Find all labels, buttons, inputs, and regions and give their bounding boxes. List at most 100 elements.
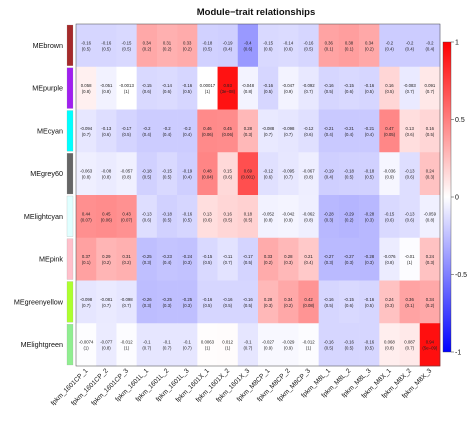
heatmap-cell: -0.23(0.4): [156, 237, 178, 281]
cell-pvalue: (0.8): [425, 217, 434, 222]
heatmap-cell: 0.13(0.6): [197, 195, 218, 239]
cell-fill: [419, 323, 441, 367]
colorbar-tick-label: 0: [455, 195, 459, 202]
cell-fill: [116, 195, 137, 239]
heatmap-cell: -0.067(0.8): [298, 152, 319, 196]
cell-pvalue: (0.5): [365, 89, 374, 94]
cell-fill: [338, 195, 360, 239]
cell-correlation: -0.081: [100, 297, 113, 302]
cell-correlation: -0.036: [383, 169, 396, 174]
cell-pvalue: (0.6): [142, 217, 151, 222]
cell-correlation: -0.16: [182, 83, 192, 88]
cell-correlation: -0.16: [182, 211, 192, 216]
heatmap-cell: -0.18(0.5): [338, 152, 360, 196]
cell-correlation: -0.18: [344, 169, 354, 174]
cell-fill: [76, 323, 97, 367]
cell-fill: [237, 195, 259, 239]
cell-fill: [379, 280, 400, 324]
cell-fill: [359, 24, 380, 68]
cell-fill: [399, 323, 421, 367]
cell-correlation: -0.048: [242, 83, 255, 88]
module-color-swatch: [66, 67, 74, 109]
module-color-swatch: [66, 238, 74, 280]
cell-fill: [156, 24, 178, 68]
cell-correlation: 0.28: [264, 297, 273, 302]
cell-fill: [338, 66, 360, 110]
cell-correlation: 0.34: [284, 297, 293, 302]
heatmap-cell: -0.059(0.8): [419, 195, 441, 239]
cell-pvalue: (0.5): [264, 89, 273, 94]
cell-pvalue: (0.4): [142, 132, 151, 137]
heatmap-cell: 0.47(0.05): [379, 109, 400, 153]
row-label: MEbrown: [33, 41, 63, 50]
cell-correlation: 0.16: [385, 83, 394, 88]
heatmap-cell: -0.16(0.5): [318, 323, 340, 367]
cell-correlation: -0.047: [282, 83, 295, 88]
cell-pvalue: (0.9): [264, 346, 273, 351]
cell-pvalue: (0.4): [183, 132, 192, 137]
cell-pvalue: (0.5): [163, 175, 172, 180]
heatmap-cell: 0.15(0.6): [217, 152, 239, 196]
cell-fill: [419, 109, 441, 153]
heatmap-cell: -0.16(0.5): [318, 280, 340, 324]
cell-fill: [156, 152, 178, 196]
color-scale-ticks: -1 -0.5 0 0.5 1: [451, 40, 467, 357]
heatmap-cell: 0.33(0.2): [177, 24, 198, 68]
heatmap-cell: -0.083(0.7): [399, 66, 421, 110]
cell-fill: [76, 109, 97, 153]
heatmap-cell: -0.057(0.8): [116, 152, 137, 196]
module-color-swatch: [66, 281, 74, 323]
cell-correlation: -0.23: [162, 254, 172, 259]
cell-pvalue: (0.7): [405, 89, 414, 94]
cell-correlation: -0.27: [344, 254, 354, 259]
cell-pvalue: (0.4): [324, 175, 333, 180]
colorbar-tick-label: -0.5: [455, 272, 467, 279]
cell-correlation: -0.18: [162, 211, 172, 216]
cell-pvalue: (0.9): [284, 346, 293, 351]
heatmap-cell: 0.31(0.2): [116, 237, 137, 281]
cell-fill: [359, 323, 380, 367]
cell-pvalue: (0.06): [202, 132, 214, 137]
cell-fill: [116, 66, 137, 110]
heatmap-cell: 0.42(0.08): [298, 280, 319, 324]
color-scale-bar: [442, 41, 452, 353]
heatmap-cell: 0.058(0.8): [76, 66, 97, 110]
cell-pvalue: (0.8): [82, 175, 91, 180]
cell-fill: [258, 109, 279, 153]
heatmap-cell: -0.098(0.7): [278, 109, 299, 153]
cell-correlation: 0.46: [203, 126, 212, 131]
cell-pvalue: (0.2): [122, 260, 131, 265]
cell-pvalue: (0.5): [243, 260, 252, 265]
heatmap-cell: 0.69(0.001): [237, 152, 259, 196]
cell-correlation: -0.13: [101, 126, 111, 131]
cell-pvalue: (0.6): [405, 132, 414, 137]
cell-correlation: -0.067: [302, 169, 315, 174]
cell-pvalue: (0.4): [223, 46, 232, 51]
cell-correlation: -0.25: [182, 297, 192, 302]
cell-fill: [318, 237, 340, 281]
cell-fill: [156, 323, 178, 367]
cell-fill: [217, 323, 239, 367]
heatmap-cell: -0.16(0.5): [217, 280, 239, 324]
cell-pvalue: (0.5): [183, 217, 192, 222]
cell-fill: [338, 24, 360, 68]
cell-pvalue: (0.5): [82, 46, 91, 51]
cell-pvalue: (0.07): [80, 217, 92, 222]
cell-correlation: -0.15: [122, 40, 132, 45]
heatmap-cell: -0.16(0.5): [177, 195, 198, 239]
heatmap-cell: -0.21(0.4): [338, 109, 360, 153]
heatmap-cell: 0.012(1): [217, 323, 239, 367]
cell-fill: [258, 66, 279, 110]
cell-fill: [76, 66, 97, 110]
heatmap-cell: -0.047(0.9): [278, 66, 299, 110]
heatmap-cell: -0.29(0.2): [338, 195, 360, 239]
cell-fill: [278, 237, 299, 281]
heatmap-cell: -0.0074(1): [76, 323, 97, 367]
heatmap-cell: 0.36(0.1): [318, 24, 340, 68]
cell-fill: [237, 66, 259, 110]
heatmap-cell: -0.19(0.4): [217, 24, 239, 68]
cell-pvalue: (0.3): [264, 303, 273, 308]
cell-fill: [379, 66, 400, 110]
cell-correlation: -0.27: [324, 254, 334, 259]
cell-pvalue: (0.4): [345, 132, 354, 137]
